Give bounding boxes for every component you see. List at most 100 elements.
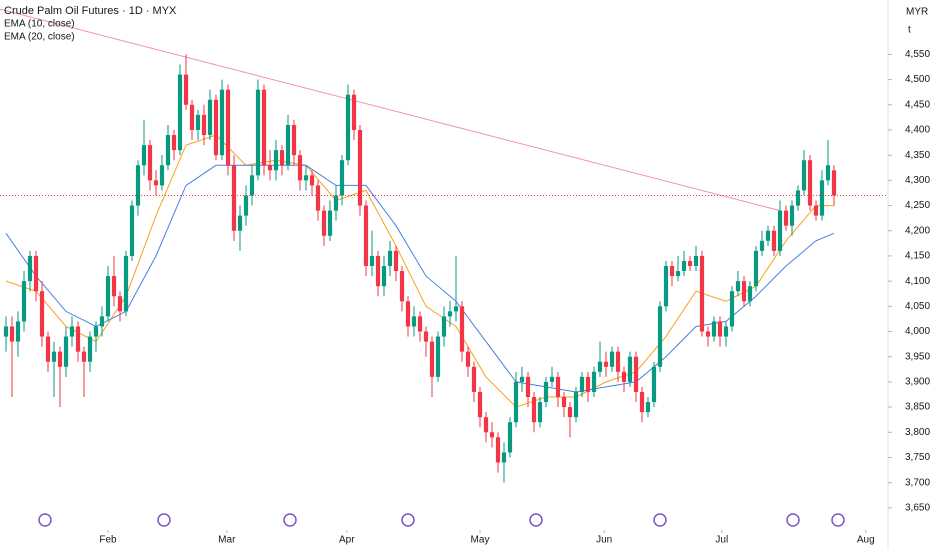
candle-body <box>267 165 273 171</box>
candle-body <box>315 185 321 211</box>
candle-body <box>549 376 555 382</box>
candle-body <box>213 99 219 156</box>
x-tick-label: May <box>471 535 490 546</box>
event-marker[interactable] <box>157 513 171 527</box>
candle-body <box>39 291 45 337</box>
candle-body <box>357 129 363 206</box>
candle-body <box>345 94 351 161</box>
y-tick-label: 4,300 <box>905 175 930 186</box>
candle-body <box>165 135 171 166</box>
event-marker[interactable] <box>529 513 543 527</box>
candle-body <box>69 326 75 337</box>
y-tick-label: 4,350 <box>905 150 930 161</box>
candle-body <box>27 255 33 282</box>
candle-body <box>723 326 729 337</box>
candle-body <box>117 296 123 312</box>
candle-body <box>177 74 183 151</box>
candle-body <box>663 266 669 307</box>
candle-body <box>285 124 291 166</box>
event-marker[interactable] <box>38 513 52 527</box>
y-tick-label: 4,100 <box>905 276 930 287</box>
event-marker[interactable] <box>786 513 800 527</box>
candle-body <box>759 240 765 251</box>
candle-body <box>807 160 813 206</box>
candle-body <box>57 351 63 367</box>
trend-line <box>0 8 781 212</box>
candle-body <box>105 276 111 317</box>
y-tick-label: 4,050 <box>905 301 930 312</box>
candle-body <box>393 250 399 272</box>
event-marker[interactable] <box>653 513 667 527</box>
candle-body <box>207 99 213 136</box>
candle-body <box>243 195 249 216</box>
candle-body <box>153 180 159 186</box>
candle-body <box>699 255 705 332</box>
candle-body <box>705 331 711 337</box>
candle-body <box>825 165 831 181</box>
candle-body <box>525 376 531 398</box>
candle-body <box>651 366 657 403</box>
candle-body <box>783 210 789 226</box>
event-marker[interactable] <box>283 513 297 527</box>
y-tick-label: 4,450 <box>905 99 930 110</box>
candle-body <box>669 266 675 277</box>
candle-body <box>633 356 639 392</box>
y-tick-label: 3,800 <box>905 427 930 438</box>
candle-body <box>543 381 549 403</box>
candle-body <box>711 321 717 337</box>
candle-body <box>171 135 177 151</box>
event-marker[interactable] <box>401 513 415 527</box>
candle-body <box>465 351 471 367</box>
candle-body <box>573 391 579 418</box>
candle-body <box>303 175 309 181</box>
candle-body <box>273 150 279 171</box>
candle-body <box>627 356 633 382</box>
candle-body <box>495 437 501 463</box>
candle-body <box>99 316 105 327</box>
axis-unit: t <box>908 25 911 36</box>
candle-body <box>681 260 687 272</box>
candle-body <box>195 114 201 130</box>
candle-body <box>513 381 519 423</box>
candle-body <box>657 306 663 367</box>
y-tick-label: 4,000 <box>905 326 930 337</box>
candle-body <box>327 210 333 236</box>
candle-body <box>231 165 237 231</box>
candle-body <box>453 306 459 312</box>
event-markers[interactable] <box>38 513 845 527</box>
x-tick-label: Feb <box>99 535 117 546</box>
candle-body <box>429 341 435 377</box>
candle-body <box>591 371 597 392</box>
candle-body <box>279 150 285 166</box>
candle-body <box>369 255 375 267</box>
candle-body <box>789 205 795 226</box>
candle-body <box>45 336 51 362</box>
ema-line <box>5 134 834 408</box>
x-tick-label: Aug <box>857 535 875 546</box>
y-tick-label: 4,400 <box>905 125 930 136</box>
chart-title: Crude Palm Oil Futures · 1D · MYX <box>4 5 177 17</box>
legend-entry: EMA (10, close) <box>4 19 75 30</box>
candle-body <box>297 155 303 181</box>
candle-body <box>339 160 345 196</box>
candle-body <box>693 255 699 267</box>
candle-body <box>801 160 807 191</box>
event-marker[interactable] <box>831 513 845 527</box>
candle-body <box>717 321 723 337</box>
candle-body <box>471 366 477 392</box>
y-tick-label: 4,550 <box>905 49 930 60</box>
candle-body <box>189 104 195 130</box>
candle-body <box>447 311 453 317</box>
y-tick-label: 3,650 <box>905 502 930 513</box>
ema-line <box>5 164 835 393</box>
x-tick-label: Jul <box>715 535 728 546</box>
candle-body <box>819 180 825 216</box>
candle-body <box>9 326 15 342</box>
candle-body <box>381 266 387 287</box>
candle-body <box>255 89 261 176</box>
candle-body <box>675 271 681 277</box>
y-tick-label: 3,950 <box>905 351 930 362</box>
candle-body <box>813 205 819 216</box>
candle-body <box>135 165 141 206</box>
